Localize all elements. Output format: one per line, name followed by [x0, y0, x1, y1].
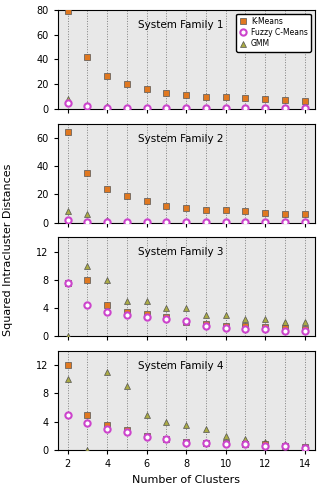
Text: Squared Intracluster Distances: Squared Intracluster Distances [3, 164, 13, 336]
Text: System Family 1: System Family 1 [138, 20, 224, 30]
X-axis label: Number of Clusters: Number of Clusters [132, 474, 240, 484]
Text: System Family 2: System Family 2 [138, 134, 224, 143]
Text: System Family 3: System Family 3 [138, 248, 224, 258]
Text: System Family 4: System Family 4 [138, 361, 224, 371]
Legend: K-Means, Fuzzy C-Means, GMM: K-Means, Fuzzy C-Means, GMM [236, 14, 311, 52]
